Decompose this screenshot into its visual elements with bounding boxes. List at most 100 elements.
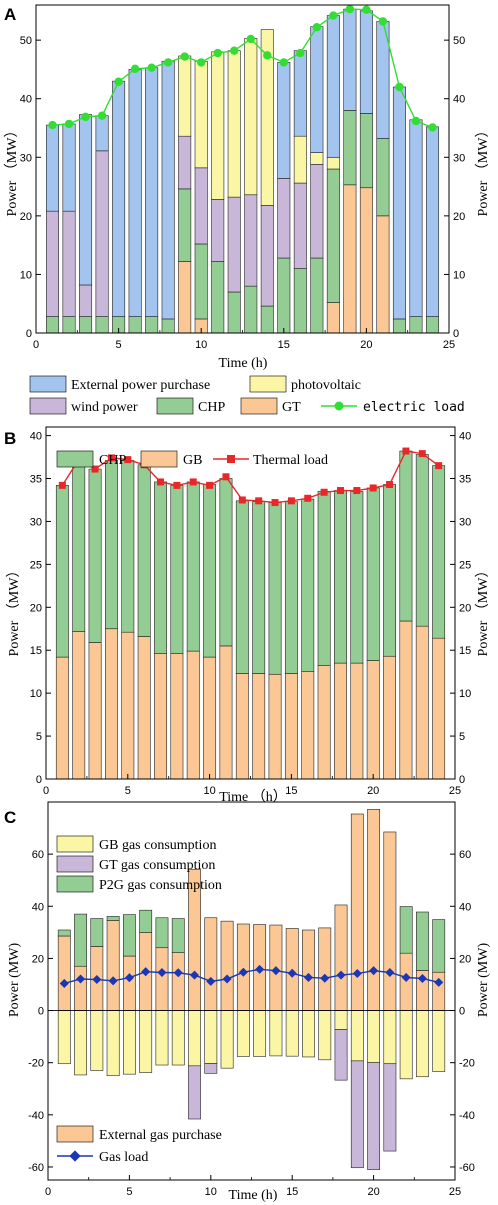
point-b-load-17: [320, 488, 328, 496]
bar-c-gb-gas-consumption-3: [90, 1010, 104, 1071]
legend-label-chp-heat: CHP: [99, 453, 126, 468]
bar-a-chp-13: [244, 285, 258, 334]
bar-b-chp-8: [170, 485, 184, 654]
point-a-load-8: [163, 58, 173, 67]
point-a-load-4: [97, 111, 107, 120]
point-b-load-4: [107, 454, 115, 462]
point-c-load-22: [401, 972, 411, 982]
legend-label-wind-power: wind power: [71, 400, 138, 415]
panel-b-y-axis-label-left: Power （MW）: [6, 564, 22, 657]
legend-marker-thermal-load: [227, 455, 235, 463]
y-tick-label-left-b-10: 10: [30, 688, 42, 700]
bar-c-gb-gas-consumption-14: [269, 1010, 283, 1057]
bar-a-gt-9: [178, 261, 192, 334]
legend-label-photovoltaic: photovoltaic: [291, 378, 361, 393]
y-tick-label-right-b-25: 25: [459, 559, 471, 571]
bar-a-chp-10: [194, 243, 208, 320]
bar-c-gb-gas-consumption-7: [155, 1010, 169, 1066]
y-tick-label-left-a-20: 20: [20, 211, 32, 223]
x-tick-label-a-15: 15: [278, 339, 290, 351]
bar-a-wind-power-14: [260, 205, 274, 307]
bar-a-photovoltaic-18: [326, 156, 340, 170]
bar-b-chp-22: [399, 450, 413, 622]
legend-label-p2g-gas: P2G gas consumption: [99, 878, 222, 893]
bar-a-external-power-purchase-1: [46, 124, 60, 212]
point-b-load-11: [222, 473, 230, 481]
point-c-load-13: [255, 964, 265, 974]
bar-b-gb-11: [219, 645, 233, 780]
bar-a-gt-20: [359, 187, 373, 334]
bar-a-wind-power-2: [62, 210, 76, 317]
bar-a-external-power-purchase-8: [161, 60, 175, 320]
point-b-load-18: [336, 487, 344, 495]
legend-label-external-power: External power purchase: [71, 378, 210, 393]
bar-a-wind-power-10: [194, 167, 208, 245]
bar-a-chp-9: [178, 188, 192, 262]
bar-c-gb-gas-consumption-15: [285, 1010, 299, 1057]
y-tick-label-right-a-50: 50: [453, 35, 465, 47]
bar-b-gb-14: [268, 673, 282, 780]
bar-c-external-gas-purchase-21: [383, 831, 397, 1011]
bar-b-chp-3: [88, 468, 102, 643]
bar-c-p2g-gas-consumption-8: [171, 918, 185, 953]
bar-a-external-power-purchase-22: [392, 86, 406, 320]
panel-c-x-axis-label: Time (h): [229, 1188, 278, 1203]
point-a-load-15: [279, 58, 288, 67]
bar-a-gt-21: [376, 215, 390, 334]
point-a-load-16: [296, 48, 305, 58]
panel-b-x-axis-label: Time （h）: [219, 789, 287, 805]
bar-c-gb-gas-consumption-9: [188, 1010, 201, 1067]
legend-swatch-wind-power: [29, 397, 67, 415]
legend-label-gb-gas: GB gas consumption: [99, 838, 216, 853]
legend-label-gt: GT: [282, 400, 301, 415]
point-a-load-5: [114, 77, 123, 86]
bar-a-wind-power-9: [178, 135, 192, 190]
y-tick-label-left-c--20: -20: [28, 1058, 44, 1070]
bar-b-chp-4: [105, 460, 118, 630]
bar-b-gb-19: [350, 662, 364, 780]
bar-b-chp-10: [203, 484, 217, 658]
y-tick-label-left-b-5: 5: [36, 731, 42, 743]
legend-swatch-chp: [156, 397, 194, 415]
bar-b-gb-7: [154, 653, 167, 780]
legend-label-electric-load: electric load: [363, 400, 465, 415]
bar-b-gb-3: [88, 642, 102, 780]
y-tick-label-left-b-15: 15: [30, 645, 42, 657]
panel-c: C 0 5 10 15 20 25 -60 -60 -40 -40 -20 -20 0 0 20 20 40 40…: [4, 801, 491, 1203]
bar-c-gb-gas-consumption-8: [171, 1010, 185, 1066]
bar-b-gb-6: [137, 636, 151, 780]
bar-a-external-power-purchase-15: [277, 62, 291, 179]
point-b-load-19: [353, 487, 361, 495]
point-a-load-11: [213, 48, 222, 58]
bar-b-chp-15: [284, 501, 298, 674]
point-a-load-3: [81, 112, 90, 122]
bar-a-external-power-purchase-16: [293, 50, 307, 137]
bar-c-external-gas-purchase-7: [155, 947, 169, 1011]
bar-b-chp-19: [350, 491, 364, 664]
bar-b-gb-9: [186, 650, 200, 780]
y-tick-label-left-b-20: 20: [30, 602, 42, 614]
legend-swatch-external-power: [29, 375, 67, 393]
bar-c-gt-gas-consumption-19: [350, 1060, 364, 1169]
bar-a-chp-2: [62, 316, 76, 334]
legend-swatch-gb-gas: [56, 835, 94, 853]
bar-b-chp-24: [432, 465, 446, 639]
bar-c-gb-gas-consumption-16: [302, 1010, 315, 1058]
panel-b-legend: CHP GB Thermal load: [56, 450, 328, 468]
bar-b-chp-7: [154, 481, 167, 654]
point-b-load-8: [173, 481, 181, 489]
x-tick-label-a-20: 20: [360, 339, 372, 351]
x-tick-label-a-25: 25: [443, 339, 455, 351]
bar-c-external-gas-purchase-18: [334, 904, 348, 1011]
bar-c-gb-gas-consumption-24: [432, 1010, 446, 1072]
bar-c-gt-gas-consumption-18: [334, 1029, 348, 1081]
bar-c-gb-gas-consumption-4: [106, 1010, 120, 1077]
bar-b-chp-13: [252, 501, 266, 674]
bar-a-external-power-purchase-2: [62, 123, 76, 212]
legend-label-external-gas: External gas purchase: [99, 1128, 222, 1143]
bar-a-wind-power-11: [211, 199, 225, 262]
point-a-load-9: [180, 52, 189, 61]
